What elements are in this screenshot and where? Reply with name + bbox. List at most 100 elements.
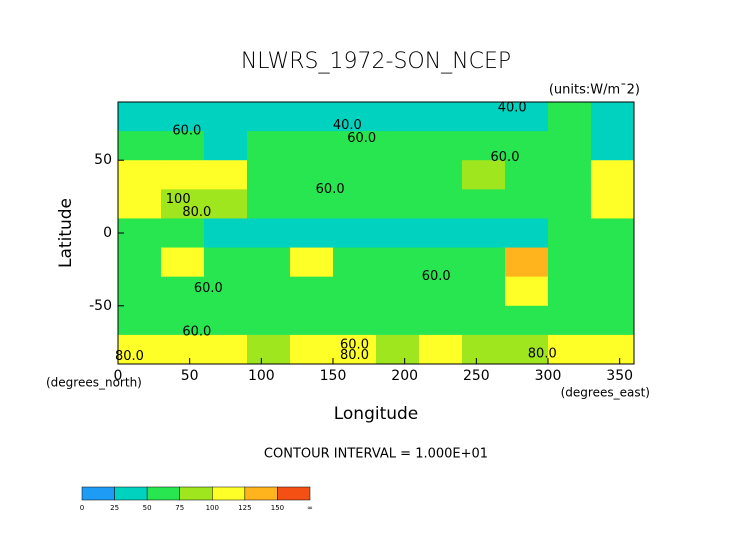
- field-cell: [591, 218, 635, 249]
- x-unit-label: (degrees_east): [561, 386, 650, 400]
- field-cell: [548, 189, 592, 219]
- overlay: 60.0 40.060.040.060.060.010080.060.060.06…: [89, 100, 635, 384]
- field-cell: [204, 334, 248, 365]
- field-cell: [505, 160, 549, 190]
- field-cell: [376, 334, 420, 365]
- contour-label: 100: [166, 192, 191, 207]
- field-cell: [161, 218, 205, 249]
- field-cell: [591, 276, 635, 307]
- field-cell: [462, 102, 506, 132]
- field-cell: [204, 218, 248, 249]
- field-cell: [462, 247, 506, 278]
- field-cell: [118, 247, 162, 278]
- field-cell: [376, 218, 420, 249]
- field: [118, 102, 635, 365]
- field-cell: [290, 102, 334, 132]
- colorbar-label: 0: [80, 504, 84, 512]
- field-cell: [505, 218, 549, 249]
- contour-label: 40.0: [333, 118, 362, 133]
- field-cell: [376, 247, 420, 278]
- field-cell: [118, 131, 162, 161]
- field-cell: [247, 160, 291, 190]
- field-cell: [419, 160, 463, 190]
- field-cell: [204, 160, 248, 190]
- x-tick-label: 300: [535, 368, 562, 384]
- field-cell: [419, 334, 463, 365]
- field-cell: [161, 247, 205, 278]
- field-cell: [505, 131, 549, 161]
- field-cell: [161, 276, 205, 307]
- field-cell: [118, 276, 162, 307]
- y-tick-label: 50: [94, 152, 112, 168]
- field-cell: [419, 189, 463, 219]
- units-label: (units:W/m¯2): [549, 83, 640, 98]
- colorbar-box: [277, 486, 311, 501]
- field-cell: [333, 218, 377, 249]
- field-cell: [290, 189, 334, 219]
- field-cell: [247, 102, 291, 132]
- field-cell: [333, 102, 377, 132]
- field-cell: [161, 102, 205, 132]
- field-cell: [548, 218, 592, 249]
- colorbar-box: [114, 486, 148, 501]
- field-cell: [548, 102, 592, 132]
- contour-label: 80.0: [182, 205, 211, 220]
- colorbar-label: 100: [206, 504, 219, 512]
- field-cell: [548, 247, 592, 278]
- colorbar-label: 75: [175, 504, 184, 512]
- contour-label: 60.0: [491, 150, 520, 165]
- field-cell: [548, 305, 592, 336]
- field-cell: [462, 218, 506, 249]
- colorbar-label: 125: [238, 504, 251, 512]
- field-cell: [548, 334, 592, 365]
- field-cell: [548, 276, 592, 307]
- colorbar-box: [212, 486, 246, 501]
- field-cell: [290, 334, 334, 365]
- x-tick-label: 350: [606, 368, 633, 384]
- y-tick-label: 0: [103, 225, 112, 241]
- field-cell: [161, 131, 205, 161]
- field-cell: [462, 276, 506, 307]
- contour-label: 60.0: [340, 338, 369, 353]
- field-cell: [204, 189, 248, 219]
- colorbar-label: 50: [143, 504, 152, 512]
- footnote: CONTOUR INTERVAL = 1.000E+01: [264, 447, 488, 462]
- contour-label: 60.0: [422, 269, 451, 284]
- y-unit-label: (degrees_north): [46, 376, 142, 390]
- field-cell: [591, 131, 635, 161]
- field-cell: [591, 160, 635, 190]
- field-cell: [290, 305, 334, 336]
- x-tick-label: 150: [320, 368, 347, 384]
- field-cell: [333, 305, 377, 336]
- field-cell: [161, 334, 205, 365]
- contour-label: 60.0: [172, 124, 201, 139]
- field-cell: [419, 305, 463, 336]
- field-cell: [591, 189, 635, 219]
- field-cell: [204, 305, 248, 336]
- x-tick-label: 200: [391, 368, 418, 384]
- field-cell: [247, 247, 291, 278]
- field-cell: [376, 305, 420, 336]
- field-cell: [118, 160, 162, 190]
- field-cell: [247, 334, 291, 365]
- field-cell: [290, 131, 334, 161]
- field-cell: [419, 102, 463, 132]
- field-cell: [247, 218, 291, 249]
- field-cell: [118, 218, 162, 249]
- field-cell: [419, 218, 463, 249]
- field-cell: [333, 276, 377, 307]
- field-cell: [548, 160, 592, 190]
- field-cell: [591, 305, 635, 336]
- x-tick-label: 50: [181, 368, 199, 384]
- colorbar-box: [244, 486, 278, 501]
- field-cell: [419, 247, 463, 278]
- field-cell: [161, 160, 205, 190]
- contour-label: 60.0: [194, 281, 223, 296]
- contour-label: 40.0: [498, 100, 527, 115]
- field-cell: [290, 276, 334, 307]
- field-cell: [118, 305, 162, 336]
- field-cell: [591, 247, 635, 278]
- y-tick-label: -50: [89, 298, 112, 314]
- field-cell: [333, 247, 377, 278]
